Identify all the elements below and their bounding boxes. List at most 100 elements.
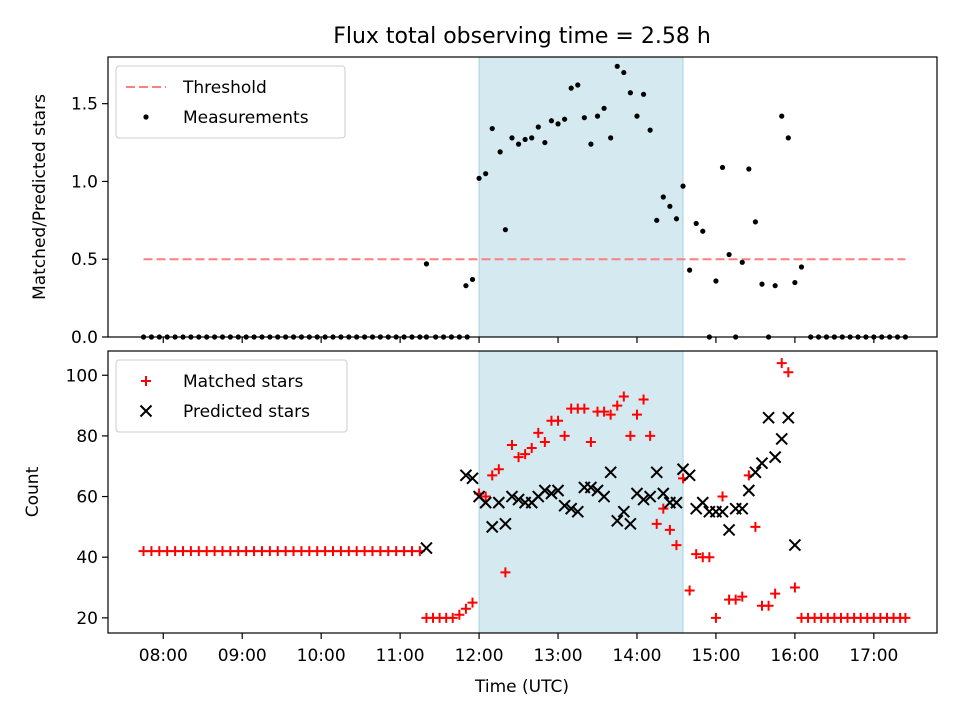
legend: Matched stars Predicted stars [115, 359, 348, 433]
data-point [719, 164, 726, 171]
data-point-matched [631, 409, 642, 420]
top-panel: 0.0 0.5 1.0 1.5 Matched/Predicted stars Thres… [30, 56, 938, 348]
data-point-matched [487, 470, 498, 481]
legend-label: Threshold [182, 78, 267, 98]
x-tick-label: 13:00 [534, 646, 583, 666]
data-point-predicted [683, 469, 696, 482]
data-point-matched [553, 415, 564, 426]
data-point [654, 217, 660, 223]
data-point [575, 82, 581, 88]
legend-label: Measurements [183, 108, 309, 128]
data-point [522, 136, 528, 143]
data-point-predicted [657, 487, 670, 500]
data-point-predicted [782, 411, 795, 424]
data-point [502, 227, 508, 233]
data-point [608, 135, 614, 141]
data-point [792, 279, 798, 286]
data-point-predicted [788, 538, 802, 552]
plot-frame [107, 350, 938, 634]
y-axis-label: Count [23, 466, 43, 517]
data-point [588, 141, 594, 147]
data-point [700, 228, 706, 234]
data-point [680, 183, 686, 189]
legend-box [115, 65, 346, 139]
data-point [621, 69, 627, 76]
data-point-predicted [512, 493, 525, 506]
data-point-matched [599, 406, 610, 417]
y-tick-label: 60 [76, 488, 98, 508]
data-point-predicted [611, 514, 624, 528]
x-tick-label: 14:00 [612, 646, 661, 666]
data-point [739, 259, 745, 265]
data-point [529, 135, 535, 141]
data-point-matched [500, 567, 511, 578]
data-point-matched [526, 443, 537, 454]
data-point-matched [789, 582, 800, 593]
bottom-panel: 20 40 60 80 100 Count 08:00 09:00 10:00 11:00 12:0… [23, 350, 938, 666]
y-tick-label: 20 [76, 609, 98, 629]
data-point-predicted [604, 466, 617, 479]
data-point-predicted [505, 490, 519, 503]
data-point [594, 113, 601, 119]
data-point-matched [539, 436, 550, 447]
data-point [779, 113, 785, 119]
chart-title: Flux total observing time = 2.58 h [333, 24, 711, 49]
data-point-predicted [466, 472, 479, 485]
data-point-matched [770, 588, 781, 599]
data-point [548, 118, 555, 124]
legend-box [115, 359, 348, 433]
data-point-predicted [486, 520, 499, 534]
data-point-matched [671, 540, 682, 551]
data-point-predicted [479, 496, 492, 509]
data-point [614, 63, 620, 69]
data-point-matched [513, 452, 524, 463]
data-point-matched [506, 440, 517, 450]
data-point-predicted [538, 484, 552, 497]
x-tick-label: 10:00 [297, 646, 346, 666]
data-point-predicted [637, 493, 650, 506]
data-point-matched [454, 609, 465, 620]
data-point [463, 283, 469, 289]
data-point-matched [704, 552, 715, 563]
data-point-predicted [617, 505, 631, 518]
data-point-matched [493, 464, 504, 475]
data-point [601, 105, 607, 111]
data-point [647, 127, 653, 133]
data-point [627, 90, 634, 96]
x-tick-label: 15:00 [691, 646, 740, 666]
data-point-predicted [755, 456, 769, 470]
legend-label: Matched stars [183, 372, 303, 392]
y-tick-label: 40 [76, 548, 98, 568]
data-point-predicted [696, 496, 709, 509]
x-tick-label: 16:00 [770, 646, 819, 666]
data-point-predicted [551, 484, 565, 497]
data-point [687, 267, 693, 273]
data-point-predicted [492, 496, 506, 509]
data-point [497, 149, 503, 155]
data-point-predicted [768, 450, 782, 464]
data-point-matched [691, 549, 702, 560]
data-point-matched [612, 400, 623, 411]
x-tick-label: 12:00 [455, 646, 504, 666]
data-point [423, 261, 430, 267]
data-point-matched [651, 518, 662, 529]
legend-marker-matched [141, 376, 151, 386]
y-tick-label: 0.5 [71, 250, 98, 270]
data-point-matched [750, 521, 761, 532]
x-axis-label: Time (UTC) [474, 677, 569, 697]
data-point [667, 203, 673, 209]
y-tick-label: 1.0 [71, 172, 98, 192]
x-tick-label: 17:00 [849, 646, 898, 666]
data-point-predicted [716, 505, 729, 518]
data-point-predicted [564, 502, 578, 515]
data-point [759, 281, 765, 287]
y-axis-label: Matched/Predicted stars [30, 94, 50, 300]
data-point-predicted [459, 469, 473, 482]
data-point-matched [710, 612, 721, 623]
data-point-matched [763, 600, 774, 611]
data-point [476, 175, 482, 181]
data-point-predicted [775, 432, 788, 446]
data-point [713, 278, 719, 284]
data-point-matched [605, 409, 616, 420]
data-point-matched [645, 430, 656, 441]
